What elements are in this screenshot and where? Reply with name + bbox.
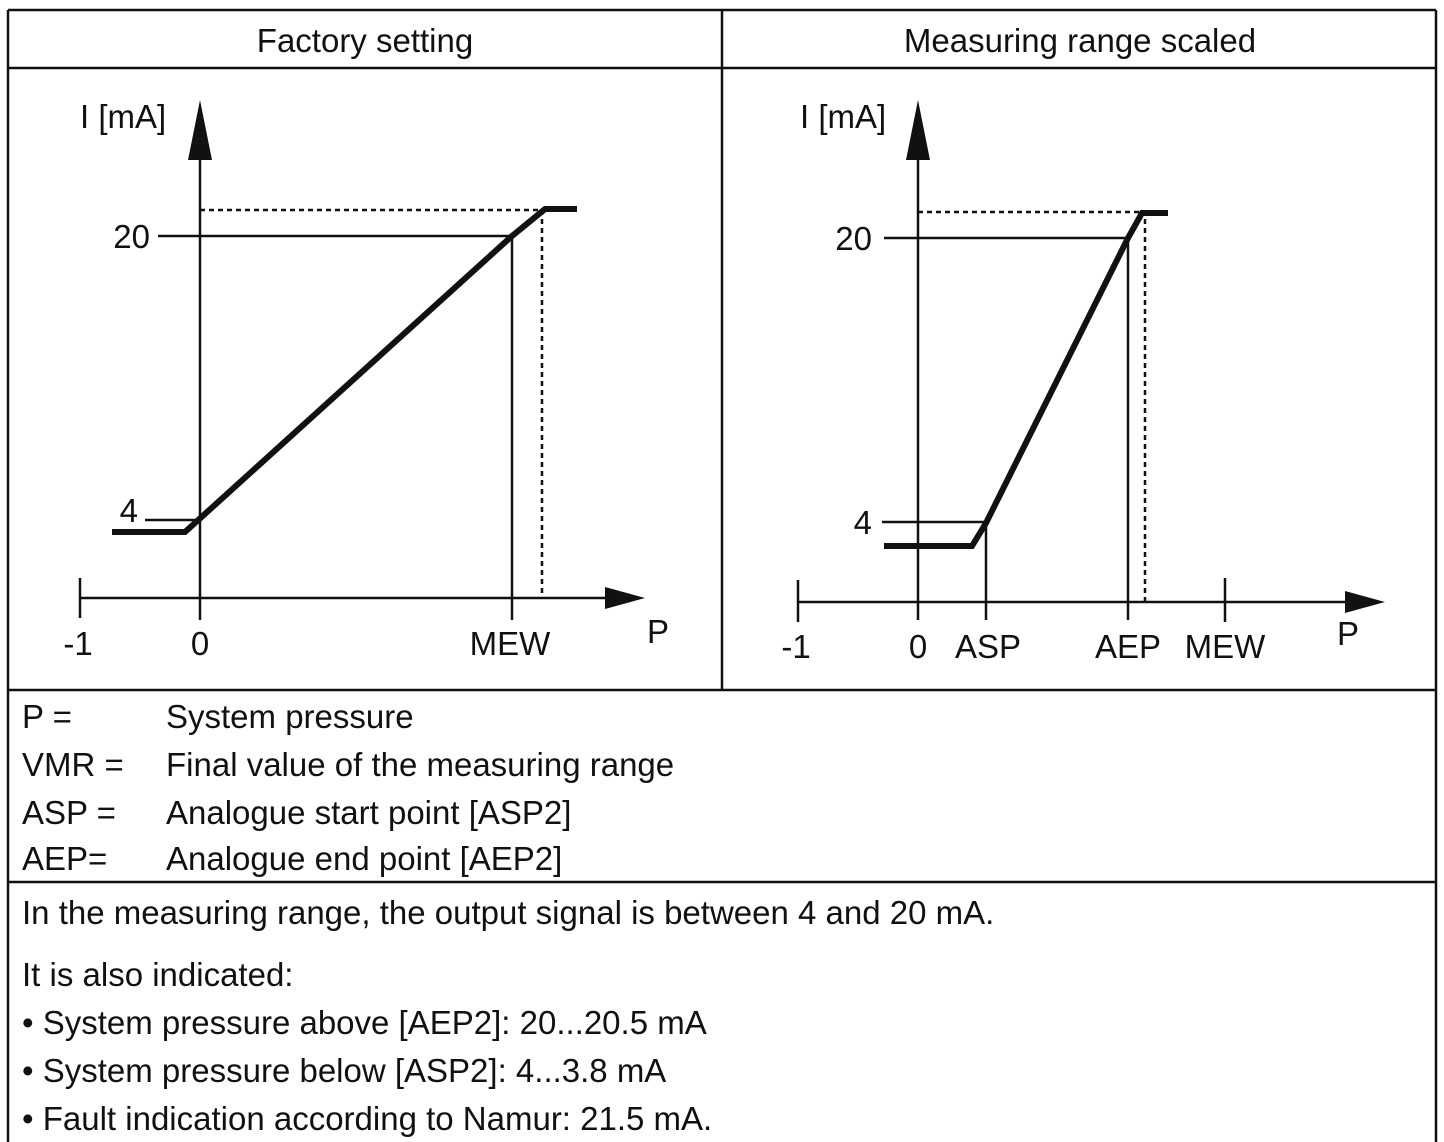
legend-definition: System pressure [166, 698, 414, 735]
legend-definition: Final value of the measuring range [166, 746, 674, 783]
axis-label: I [mA] [800, 98, 886, 135]
x-label: AEP [1095, 628, 1161, 665]
legend-term: AEP= [22, 840, 107, 877]
notes: In the measuring range, the output signa… [22, 894, 994, 1137]
x-label: -1 [63, 625, 92, 662]
note-line: • Fault indication according to Namur: 2… [22, 1100, 712, 1137]
axis-label: P [647, 613, 669, 650]
header: Factory setting [257, 22, 473, 59]
table-frame [6, 8, 1438, 1142]
diagram-factory: I [mA] 20 4 -1 0 MEW P [63, 98, 669, 662]
header: Measuring range scaled [904, 22, 1256, 59]
x-label: -1 [781, 628, 810, 665]
note-line: • System pressure above [AEP2]: 20...20.… [22, 1004, 707, 1041]
y-label: 4 [120, 492, 138, 529]
legend-definition: Analogue start point [ASP2] [166, 794, 571, 831]
legend-term: ASP = [22, 794, 116, 831]
legend-definition: Analogue end point [AEP2] [166, 840, 562, 877]
x-label: ASP [955, 628, 1021, 665]
x-label: 0 [909, 628, 927, 665]
y-label: 20 [113, 218, 150, 255]
legend: P = System pressure VMR = Final value of th… [22, 698, 674, 877]
diagram-scaled: I [mA] 20 4 -1 0 ASP AEP MEW P [781, 98, 1385, 665]
y-label: 20 [835, 220, 872, 257]
legend-term: P = [22, 698, 72, 735]
y-label: 4 [854, 504, 872, 541]
axis-label: P [1337, 615, 1359, 652]
axis-label: I [mA] [80, 98, 166, 135]
x-label: MEW [470, 625, 552, 662]
x-label: 0 [191, 625, 209, 662]
x-label: MEW [1185, 628, 1267, 665]
note-line: • System pressure below [ASP2]: 4...3.8 … [22, 1052, 666, 1089]
note-line: It is also indicated: [22, 956, 293, 993]
note-line: In the measuring range, the output signa… [22, 894, 994, 931]
legend-term: VMR = [22, 746, 124, 783]
